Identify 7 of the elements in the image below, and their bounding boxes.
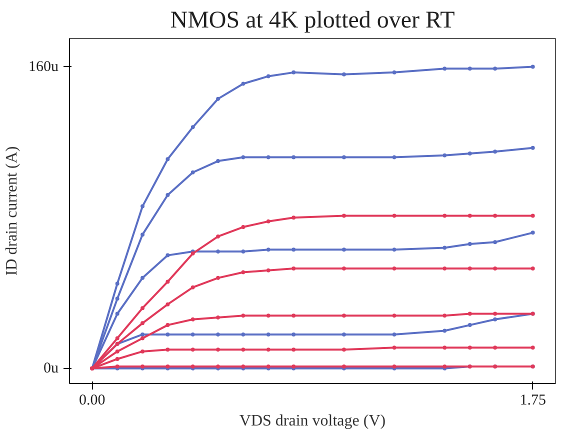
x-tick-label: 1.75: [520, 392, 546, 408]
x-axis-title: VDS drain voltage (V): [239, 412, 386, 430]
y-tick-label: 0u: [44, 360, 59, 376]
y-tick-label: 160u: [28, 58, 59, 75]
y-axis-title: ID drain current (A): [4, 146, 20, 276]
chart-title: NMOS at 4K plotted over RT: [170, 8, 456, 34]
x-tick-label: 0.00: [79, 392, 106, 408]
